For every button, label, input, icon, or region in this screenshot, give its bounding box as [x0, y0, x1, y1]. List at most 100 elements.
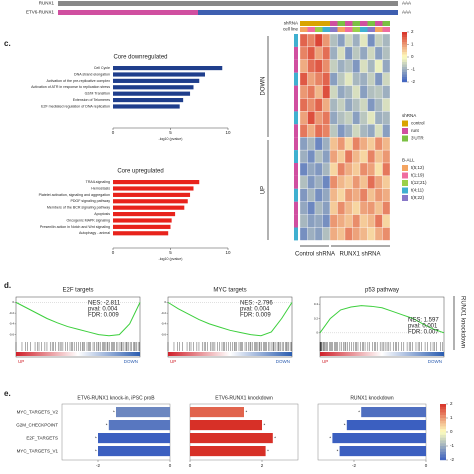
stat-label: pval: 0.004 — [88, 307, 118, 313]
legend-label: t(12;21) — [411, 180, 427, 185]
heatmap-cell — [322, 162, 331, 177]
bar — [113, 231, 169, 236]
significance-star: * — [95, 448, 97, 453]
bar — [116, 407, 170, 418]
colorbar-step — [402, 77, 407, 80]
side-label: RUNX1 knockdown — [459, 296, 465, 348]
heatmap-cell — [322, 149, 331, 164]
column-group-label: RUNX1 shRNA — [339, 252, 380, 258]
category-label: DNA strand elongation — [74, 72, 110, 76]
category-label: Activation of ATR in response to replica… — [31, 85, 110, 89]
annotation-cell — [337, 27, 345, 32]
heatmap-cell — [359, 137, 368, 151]
bar — [190, 433, 273, 444]
heatmap-cell — [314, 175, 323, 189]
category-label: E2F_TARGETS — [26, 435, 58, 440]
chart-title: ETV6-RUNX1 knockdown — [215, 395, 273, 401]
heatmap-cell — [382, 124, 391, 138]
heatmap-cell — [352, 149, 361, 164]
heatmap-cell — [337, 111, 346, 125]
heatmap-cell — [352, 162, 361, 177]
y-tick-label: -0.2 — [161, 311, 167, 315]
heatmap-cell — [382, 137, 391, 151]
heatmap-cell — [322, 98, 331, 112]
up-label: UP — [322, 359, 328, 364]
heatmap-cell — [382, 46, 391, 60]
heatmap-cell — [344, 59, 353, 73]
heatmap-cell — [367, 59, 376, 73]
x-tick-label: 0 — [112, 250, 115, 255]
colorbar-step — [402, 74, 407, 78]
heatmap-cell — [299, 111, 308, 125]
heatmap-cell — [367, 46, 376, 60]
category-label: MYC_TARGETS_V2 — [17, 409, 59, 414]
heatmap-cell — [314, 188, 323, 202]
category-label: TRAILsignaling — [86, 180, 110, 184]
heatmap-cell — [314, 98, 323, 112]
row-group-label: UP — [261, 186, 267, 194]
legend-swatch — [402, 135, 408, 142]
heatmap-cell — [322, 111, 331, 125]
plot-frame — [61, 403, 171, 461]
heatmap-cell — [329, 201, 338, 215]
heatmap-cell — [299, 33, 308, 48]
annotation-cell — [367, 27, 375, 32]
chart-title: MYC targets — [213, 288, 246, 294]
heatmap-cell — [374, 227, 383, 241]
heatmap-cell — [382, 175, 391, 189]
annotation-cell — [367, 21, 375, 26]
heatmap-cell — [382, 162, 391, 177]
bar — [113, 78, 200, 83]
heatmap-cell — [374, 111, 383, 125]
colorbar-step — [402, 49, 407, 53]
heatmap-cell — [314, 214, 323, 228]
heatmap-cell — [344, 201, 353, 215]
legend-label: t(1;19) — [411, 173, 425, 178]
colorbar-step — [440, 409, 446, 413]
colorbar-step — [402, 79, 407, 83]
heatmap-cell — [307, 227, 316, 241]
heatmap-cell — [314, 149, 323, 164]
colorbar-step — [440, 418, 446, 421]
annotation-cell — [382, 27, 390, 32]
colorbar-label: 2 — [411, 29, 414, 34]
row-annotation — [294, 59, 298, 73]
colorbar-step — [440, 446, 446, 449]
stat-label: FDR: 0.009 — [240, 313, 271, 319]
heatmap-cell — [329, 98, 338, 112]
heatmap-cell — [374, 46, 383, 60]
x-tick-label: 10 — [225, 130, 231, 135]
heatmap-cell — [352, 124, 361, 138]
category-label: Cell Cycle — [94, 66, 110, 70]
colorbar-step — [440, 404, 446, 407]
category-label: Presenilin action in Notch and Wnt signa… — [40, 225, 110, 229]
heatmap-cell — [337, 149, 346, 164]
colorbar-label: 0 — [450, 429, 453, 434]
heatmap-cell — [382, 59, 391, 73]
runx1-transcript — [58, 1, 398, 6]
y-tick-label: 0 — [12, 300, 14, 304]
bar — [339, 446, 426, 457]
heatmap-cell — [367, 162, 376, 177]
down-label: DOWN — [124, 359, 138, 364]
heatmap-cell — [344, 175, 353, 189]
annotation-cell — [352, 21, 360, 26]
heatmap-cell — [374, 175, 383, 189]
colorbar-label: 2 — [450, 401, 453, 406]
heatmap-cell — [352, 85, 361, 99]
heatmap-cell — [299, 59, 308, 73]
stat-label: FDR: 0.009 — [88, 313, 119, 319]
polya-label: AAA — [402, 1, 411, 6]
annotation-cell — [322, 27, 330, 32]
colorbar-step — [402, 32, 407, 35]
heatmap-cell — [307, 124, 316, 138]
heatmap-cell — [374, 124, 383, 138]
x-tick-label: 2 — [261, 463, 264, 468]
legend-swatch — [402, 120, 408, 127]
colorbar-step — [440, 437, 446, 441]
x-tick-label: 0 — [112, 130, 115, 135]
heatmap-cell — [299, 46, 308, 60]
significance-star: * — [358, 409, 360, 414]
x-tick-label: 5 — [169, 130, 172, 135]
bar — [113, 186, 194, 191]
